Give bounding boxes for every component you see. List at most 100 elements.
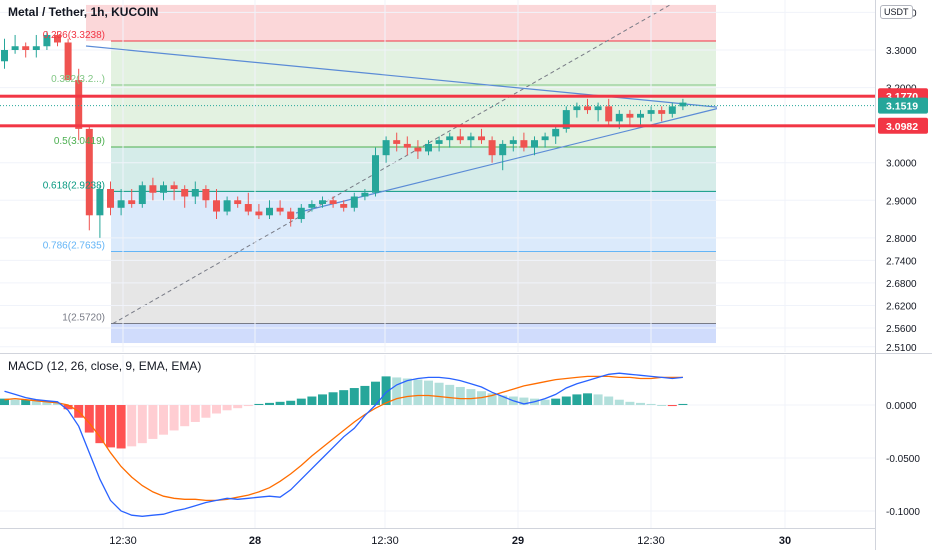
price-tag-label: 3.1519: [886, 101, 918, 113]
macd-hist-bar: [159, 405, 168, 435]
horizontal-lines[interactable]: [0, 94, 875, 128]
candle: [562, 106, 570, 133]
macd-hist-bar: [169, 405, 179, 431]
candle-body: [297, 207, 305, 220]
macd-line: [4, 372, 683, 517]
candle: [54, 31, 61, 47]
macd-hist-bar: [424, 380, 433, 405]
pane-separator: [0, 353, 932, 354]
candle: [202, 185, 210, 208]
candle: [244, 192, 252, 216]
time-axis[interactable]: 12:30 28 12:30 29 12:30 30: [0, 528, 875, 548]
candle-body: [181, 189, 189, 197]
macd-hist-bar: [254, 403, 264, 405]
candle-body: [499, 143, 507, 156]
candle-body: [11, 46, 19, 50]
candle-body: [478, 136, 485, 141]
macd-hist-bar: [190, 405, 200, 422]
symbol-title[interactable]: Metal / Tether, 1h, KUCOIN: [8, 5, 159, 19]
macd-hist-bar: [487, 393, 497, 405]
candle: [668, 102, 676, 118]
candle: [128, 189, 136, 208]
macd-hist-bar: [402, 378, 412, 405]
macd-signal-line: [4, 375, 683, 502]
candle-body: [425, 143, 432, 152]
candle-body: [541, 136, 549, 141]
price-tag: [878, 97, 928, 114]
candle: [329, 196, 337, 208]
macd-hist-bar: [42, 401, 52, 405]
macd-hist-bar: [381, 376, 391, 405]
candle: [594, 102, 602, 122]
macd-hist-bar: [53, 402, 62, 405]
candle: [181, 185, 189, 208]
candle: [531, 136, 538, 156]
macd-hist-bar: [127, 405, 137, 447]
macd-hist-bar: [445, 384, 455, 405]
candle-body: [562, 110, 570, 129]
fib-retracement[interactable]: [86, 4, 716, 344]
fib-band-0618: [111, 191, 716, 252]
candle: [170, 181, 178, 201]
candle-body: [647, 110, 655, 114]
candle: [372, 147, 379, 197]
candle-body: [117, 200, 125, 208]
macd-hist-bar: [63, 405, 73, 410]
macd-hist-bar: [625, 401, 635, 405]
candle: [85, 125, 93, 231]
macd-hist-bar: [296, 398, 306, 405]
candle-body: [340, 204, 348, 208]
candle-body: [43, 34, 51, 47]
candle: [287, 207, 295, 227]
candle: [647, 106, 655, 122]
macd-hist-bar: [636, 402, 645, 405]
time-axis-label: 28: [249, 535, 261, 547]
macd-hist-bar: [10, 399, 20, 405]
candle-body: [414, 147, 422, 152]
macd-title[interactable]: MACD (12, 26, close, 9, EMA, EMA): [8, 359, 202, 373]
candle: [96, 185, 104, 238]
candle: [319, 196, 326, 208]
time-axis-label: 12:30: [371, 535, 399, 547]
candle: [1, 38, 8, 69]
price-axis[interactable]: 3.40003.30003.20003.10003.00002.90002.80…: [875, 0, 929, 550]
candle-body: [393, 140, 401, 144]
candle-body: [1, 50, 8, 62]
macd-hist-bar: [593, 394, 603, 405]
candle-body: [361, 192, 369, 197]
price-axis-label: 2.6800: [886, 279, 917, 290]
macd-hist-bar: [604, 396, 614, 405]
time-axis-label: 12:30: [637, 535, 665, 547]
candle-body: [552, 128, 560, 137]
price-axis-label: 2.5600: [886, 324, 917, 335]
candle-body: [319, 200, 326, 205]
macd-hist-bar: [212, 405, 221, 414]
candle: [276, 200, 284, 216]
candle: [478, 128, 485, 144]
fib-band-0786: [111, 251, 716, 324]
candle-body: [202, 189, 210, 201]
macd-hist-bar: [21, 399, 31, 405]
macd-hist-bar: [84, 405, 94, 433]
macd-hist-bar: [339, 390, 349, 405]
candle: [11, 34, 19, 54]
candle-body: [149, 185, 157, 193]
candle-body: [75, 80, 83, 129]
resistance-line: [0, 94, 875, 98]
currency-badge[interactable]: USDT: [880, 5, 913, 19]
fib-label: 1(2.5720): [62, 312, 105, 323]
macd-hist-bar: [561, 396, 571, 405]
price-axis-label: 2.5100: [886, 343, 917, 354]
candle-body: [191, 189, 199, 197]
fib-label: 0.236(3.3238): [43, 30, 105, 41]
fib-diagonal: [112, 4, 671, 324]
price-axis-label: 3.0000: [886, 159, 917, 170]
candle: [584, 98, 591, 114]
macd-hist-bar: [233, 405, 243, 409]
candle-body: [107, 189, 114, 208]
macd-hist-bar: [328, 392, 338, 405]
macd-hist-bar: [466, 389, 476, 405]
macd-axis-label: -0.0500: [886, 454, 920, 465]
candle-body: [266, 207, 273, 216]
